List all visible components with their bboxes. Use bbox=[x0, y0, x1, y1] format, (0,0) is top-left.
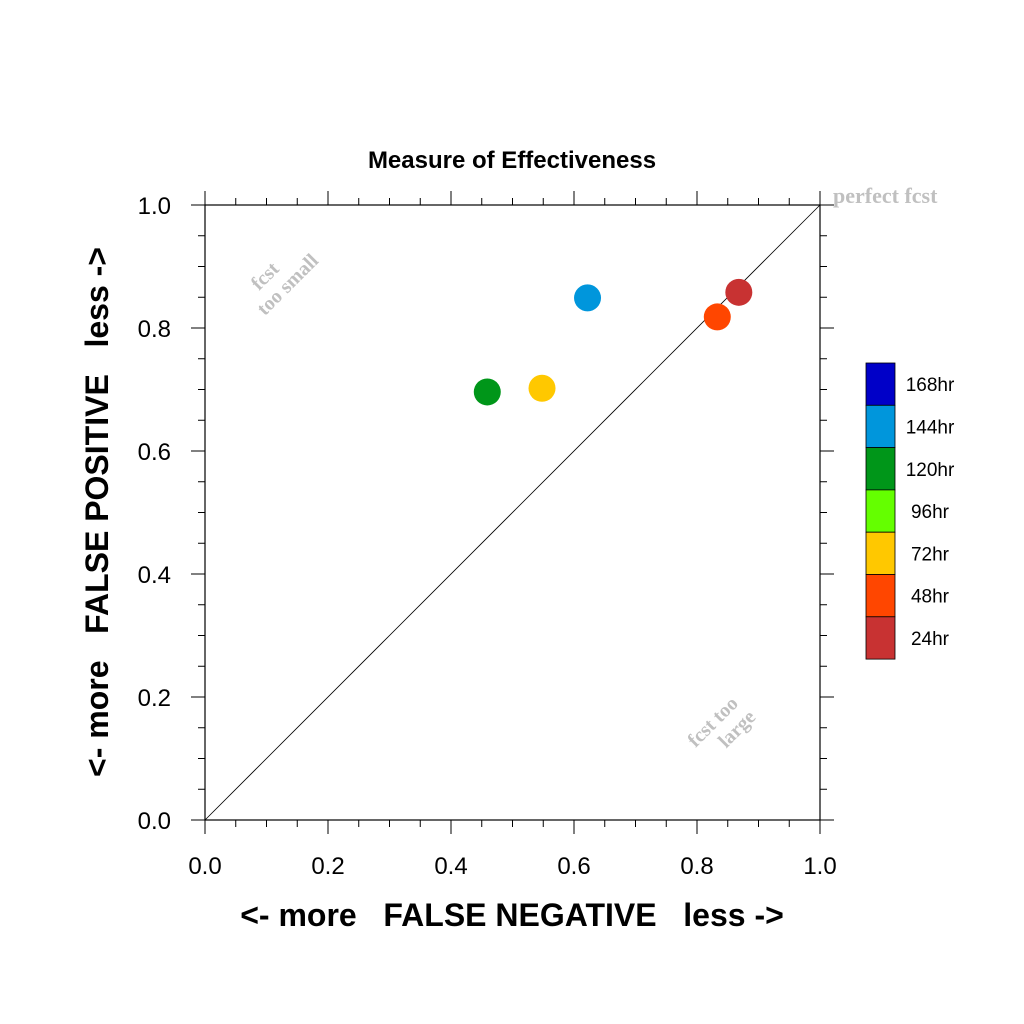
legend-swatch-72hr bbox=[865, 531, 896, 575]
x-tick-label: 0.0 bbox=[188, 853, 221, 880]
y-tick-labels: 0.0 0.2 0.4 0.6 0.8 1.0 bbox=[138, 193, 171, 835]
annotation-fcst-too-small: fcst too small bbox=[247, 249, 323, 319]
y-tick-label: 0.0 bbox=[138, 808, 171, 835]
legend-swatch-120hr bbox=[865, 447, 896, 491]
x-tick-labels: 0.0 0.2 0.4 0.6 0.8 1.0 bbox=[188, 853, 836, 880]
legend-swatch-96hr bbox=[865, 489, 896, 533]
data-point-72hr bbox=[528, 374, 556, 402]
legend: 168hr 144hr 120hr 96hr 72hr 48hr 24hr bbox=[865, 362, 955, 660]
x-tick-label: 0.8 bbox=[680, 853, 713, 880]
axis-ticks bbox=[191, 191, 834, 834]
annotation-perfect-fcst: perfect fcst bbox=[833, 183, 938, 208]
legend-label-120hr: 120hr bbox=[906, 460, 955, 481]
y-tick-label: 0.8 bbox=[138, 316, 171, 343]
legend-swatch-168hr bbox=[865, 362, 896, 406]
legend-swatch-24hr bbox=[865, 616, 896, 660]
y-tick-label: 1.0 bbox=[138, 193, 171, 220]
legend-label-168hr: 168hr bbox=[906, 375, 955, 396]
x-axis-label: <- more FALSE NEGATIVE less -> bbox=[240, 897, 784, 933]
x-tick-label: 0.2 bbox=[311, 853, 344, 880]
legend-swatch-144hr bbox=[865, 404, 896, 448]
x-tick-label: 1.0 bbox=[803, 853, 836, 880]
legend-label-72hr: 72hr bbox=[911, 544, 950, 565]
legend-label-96hr: 96hr bbox=[911, 502, 950, 523]
legend-label-144hr: 144hr bbox=[906, 417, 955, 438]
y-tick-label: 0.2 bbox=[138, 685, 171, 712]
data-point-144hr bbox=[574, 284, 602, 312]
data-point-24hr bbox=[725, 278, 753, 306]
data-points bbox=[473, 278, 753, 406]
legend-label-24hr: 24hr bbox=[911, 629, 950, 650]
x-tick-label: 0.4 bbox=[434, 853, 467, 880]
x-tick-label: 0.6 bbox=[557, 853, 590, 880]
chart-title: Measure of Effectiveness bbox=[368, 147, 656, 174]
data-point-48hr bbox=[703, 303, 731, 331]
annotation-fcst-too-large: fcst too large bbox=[684, 693, 761, 753]
y-axis-label: <- more FALSE POSITIVE less -> bbox=[79, 247, 115, 777]
y-tick-label: 0.6 bbox=[138, 439, 171, 466]
y-tick-label: 0.4 bbox=[138, 562, 171, 589]
legend-swatch-48hr bbox=[865, 574, 896, 618]
data-point-120hr bbox=[473, 378, 501, 406]
legend-label-48hr: 48hr bbox=[911, 587, 950, 608]
